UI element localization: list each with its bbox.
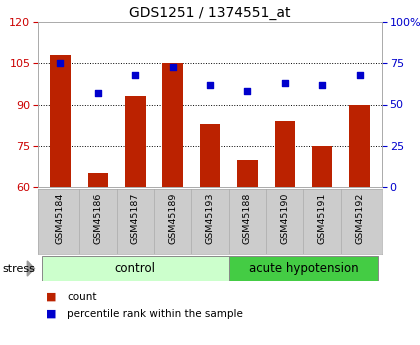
Text: control: control <box>115 262 156 275</box>
Bar <box>200 124 220 187</box>
Text: GSM45189: GSM45189 <box>168 192 177 244</box>
Point <box>319 82 326 88</box>
Text: count: count <box>67 292 97 302</box>
Title: GDS1251 / 1374551_at: GDS1251 / 1374551_at <box>129 6 291 20</box>
Point <box>281 80 288 86</box>
Bar <box>349 105 370 187</box>
Text: GSM45186: GSM45186 <box>93 192 102 244</box>
Text: stress: stress <box>2 264 35 274</box>
Point <box>57 60 64 66</box>
Point <box>207 82 213 88</box>
Point <box>244 89 251 94</box>
Text: GSM45193: GSM45193 <box>205 192 215 244</box>
Point <box>356 72 363 78</box>
Bar <box>50 55 71 187</box>
Text: GSM45187: GSM45187 <box>131 192 140 244</box>
Text: ■: ■ <box>46 309 57 319</box>
Bar <box>237 159 258 187</box>
Bar <box>275 121 295 187</box>
Text: percentile rank within the sample: percentile rank within the sample <box>67 309 243 319</box>
Bar <box>87 173 108 187</box>
Bar <box>42 256 229 281</box>
Point <box>94 90 101 96</box>
Bar <box>312 146 333 187</box>
Text: ■: ■ <box>46 292 57 302</box>
Text: acute hypotension: acute hypotension <box>249 262 358 275</box>
Text: GSM45190: GSM45190 <box>280 192 289 244</box>
Text: GSM45191: GSM45191 <box>318 192 327 244</box>
Polygon shape <box>27 261 34 276</box>
Point <box>132 72 139 78</box>
Text: GSM45188: GSM45188 <box>243 192 252 244</box>
Text: GSM45192: GSM45192 <box>355 192 364 244</box>
Point <box>169 64 176 69</box>
Bar <box>162 63 183 187</box>
Text: GSM45184: GSM45184 <box>56 192 65 244</box>
Bar <box>125 96 145 187</box>
Bar <box>229 256 378 281</box>
